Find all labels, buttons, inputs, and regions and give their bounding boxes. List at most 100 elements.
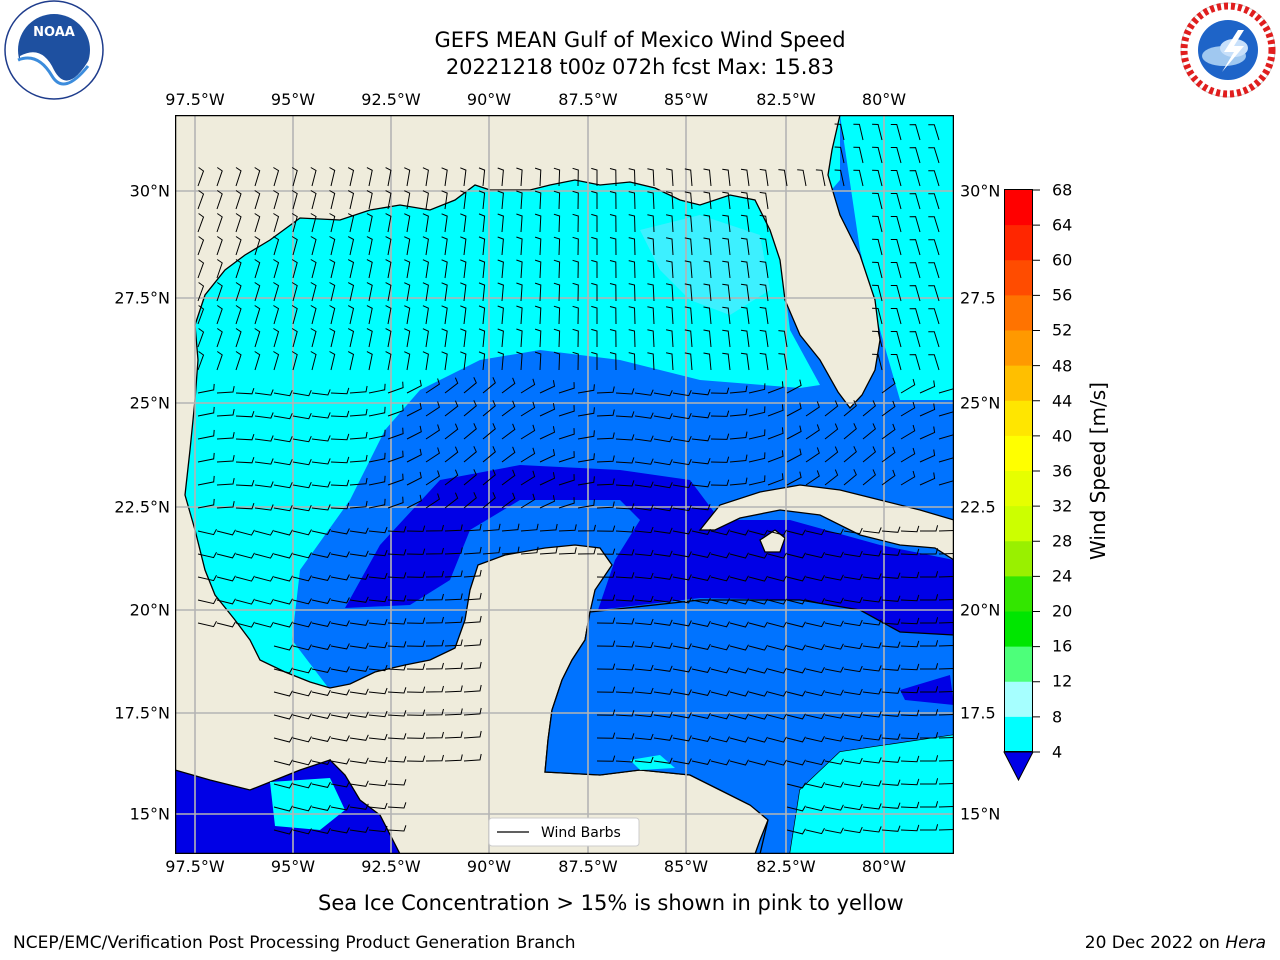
wind-barb — [684, 283, 693, 302]
map-title-line1: GEFS MEAN Gulf of Mexico Wind Speed — [434, 28, 846, 52]
wind-barb — [591, 282, 598, 301]
wind-barb — [387, 825, 407, 832]
wind-barb — [235, 502, 255, 510]
wind-barb — [691, 689, 711, 696]
wind-barb — [463, 615, 482, 624]
wind-barb — [349, 780, 369, 787]
wind-barb — [273, 282, 280, 302]
colorbar-level-label: 36 — [1052, 461, 1073, 481]
wind-barb — [900, 709, 920, 717]
wind-barb — [482, 446, 496, 463]
colorbar-level-label: 40 — [1052, 426, 1073, 446]
wind-barb — [872, 261, 883, 279]
wind-barb — [634, 389, 654, 396]
wind-barb — [406, 755, 426, 762]
wind-barb — [722, 214, 731, 233]
wind-barb — [387, 496, 404, 509]
wind-barb — [805, 782, 825, 789]
wind-barb — [368, 595, 388, 603]
wind-barb — [463, 730, 482, 739]
wind-barb — [843, 469, 857, 486]
wind-barb — [928, 239, 940, 256]
wind-barb — [653, 573, 673, 580]
wind-barb — [824, 643, 844, 650]
wind-barb — [805, 424, 820, 440]
noaa-logo: NOAA — [4, 0, 104, 100]
wind-barb — [615, 756, 635, 763]
wind-barb — [740, 237, 750, 256]
lon-tick-label: 90°W — [466, 857, 512, 876]
colorbar-level-label: 28 — [1052, 531, 1073, 551]
wind-barb — [291, 259, 298, 279]
wind-barb — [292, 412, 312, 420]
wind-barb — [385, 328, 392, 348]
wind-barb — [684, 191, 693, 210]
colorbar-cell — [1004, 225, 1033, 261]
wind-barb — [615, 480, 635, 487]
wind-barb — [928, 354, 940, 371]
wind-barb — [900, 824, 920, 832]
wind-barb — [938, 829, 954, 831]
wind-barb — [615, 733, 635, 740]
wind-barb — [710, 433, 730, 440]
wind-barb — [516, 259, 523, 279]
wind-barb — [786, 644, 806, 651]
wind-barb — [815, 169, 826, 187]
wind-barb — [909, 124, 921, 141]
wind-barb — [311, 412, 331, 419]
wind-barb — [385, 305, 392, 325]
wind-barb — [628, 352, 636, 371]
wind-barb — [291, 236, 298, 256]
wind-barb — [197, 305, 205, 325]
wind-barb — [520, 493, 536, 509]
wind-barb — [482, 523, 501, 532]
wind-barb — [634, 641, 654, 649]
wind-barb — [216, 282, 223, 302]
wind-barb — [441, 190, 448, 210]
wind-barb — [273, 259, 280, 279]
lon-tick-label: 95°W — [270, 90, 316, 109]
wind-barb — [441, 351, 448, 371]
wind-barb — [330, 528, 350, 535]
wind-barb — [920, 594, 939, 601]
wind-barb — [292, 389, 312, 397]
wind-barb — [558, 451, 575, 463]
wind-barb — [615, 687, 635, 694]
wind-barb — [834, 169, 845, 187]
wind-barb — [900, 424, 916, 440]
wind-barb — [482, 492, 496, 509]
wind-barb — [740, 260, 750, 279]
wind-barb — [387, 618, 407, 625]
wind-barb — [254, 504, 274, 511]
wind-barb — [385, 213, 392, 233]
wind-barb — [786, 667, 806, 674]
wind-barb — [520, 378, 536, 394]
wind-barb — [463, 377, 477, 394]
wind-barb — [591, 305, 598, 324]
wind-barb — [534, 167, 542, 187]
wind-barb — [920, 824, 939, 831]
wind-barb — [478, 259, 486, 279]
wind-barb — [805, 621, 825, 628]
wind-barb — [387, 664, 407, 671]
wind-barb — [759, 260, 769, 279]
wind-barb — [254, 213, 261, 233]
wind-barb — [596, 732, 616, 739]
wind-barb — [722, 306, 731, 325]
wind-barb — [778, 169, 788, 187]
wind-barb — [703, 306, 712, 325]
wind-barb — [216, 598, 236, 605]
wind-barb — [684, 329, 693, 348]
wind-barb — [387, 473, 404, 486]
wind-barb — [292, 667, 312, 674]
wind-barb — [539, 523, 558, 532]
wind-barb — [441, 328, 448, 348]
wind-barb — [824, 712, 844, 719]
wind-barb — [786, 759, 806, 766]
wind-barb — [666, 306, 674, 325]
wind-barb — [609, 352, 617, 371]
wind-barb — [558, 547, 577, 555]
wind-barb — [938, 382, 954, 394]
wind-barb — [235, 328, 242, 348]
wind-barb — [591, 351, 598, 370]
